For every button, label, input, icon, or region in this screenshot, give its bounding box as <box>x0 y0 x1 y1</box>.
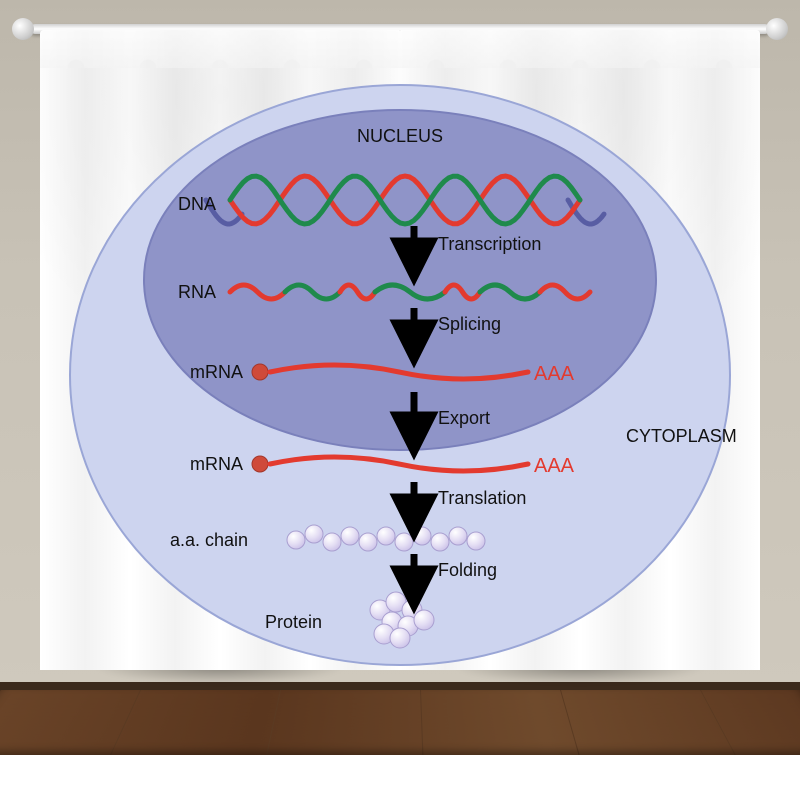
aa-bead <box>359 533 377 551</box>
aa-bead <box>377 527 395 545</box>
label-rna: RNA <box>178 282 216 302</box>
label-dna: DNA <box>178 194 216 214</box>
label-translation: Translation <box>438 488 526 508</box>
label-mrna-cytoplasm: mRNA <box>190 454 243 474</box>
curtain-panel-right: NUCLEUSCYTOPLASMDNARNAmRNAmRNAa.a. chain… <box>400 30 760 670</box>
aa-bead <box>341 527 359 545</box>
aa-bead <box>449 527 467 545</box>
curtain-header <box>400 30 760 68</box>
curtain-header <box>40 30 400 68</box>
curtain-panel-left: NUCLEUSCYTOPLASMDNARNAmRNAmRNAa.a. chain… <box>40 30 400 670</box>
label-nucleus: NUCLEUS <box>357 126 400 146</box>
floor <box>0 690 800 755</box>
rod-finial-right <box>766 18 788 40</box>
label-mrna-nucleus: mRNA <box>190 362 243 382</box>
label-protein: Protein <box>265 612 322 632</box>
label-folding: Folding <box>438 560 497 580</box>
diagram-artwork: NUCLEUSCYTOPLASMDNARNAmRNAmRNAa.a. chain… <box>400 30 760 670</box>
aa-bead <box>400 533 413 551</box>
protein-synthesis-diagram: NUCLEUSCYTOPLASMDNARNAmRNAmRNAa.a. chain… <box>40 30 400 670</box>
aa-bead <box>323 533 341 551</box>
label-transcription: Transcription <box>438 234 541 254</box>
diagram-artwork: NUCLEUSCYTOPLASMDNARNAmRNAmRNAa.a. chain… <box>40 30 400 670</box>
protein-synthesis-diagram: NUCLEUSCYTOPLASMDNARNAmRNAmRNAa.a. chain… <box>400 30 760 670</box>
aa-bead <box>287 531 305 549</box>
rod-finial-left <box>12 18 34 40</box>
aa-bead <box>413 527 431 545</box>
label-aaa-cytoplasm: AAA <box>534 455 575 477</box>
aa-bead <box>431 533 449 551</box>
protein-bead <box>414 610 434 630</box>
mrna-cap <box>252 364 268 380</box>
mrna-cap <box>252 456 268 472</box>
label-aa-chain: a.a. chain <box>170 530 248 550</box>
scene-root: NUCLEUS CYTOPLASM DNA RNA mRNA mRNA a.a. chain… <box>0 0 800 800</box>
label-nucleus: NUCLEUS <box>400 126 443 146</box>
label-aaa-nucleus: AAA <box>534 363 575 385</box>
label-cytoplasm: CYTOPLASM <box>626 426 737 446</box>
aa-bead <box>467 532 485 550</box>
label-export: Export <box>438 408 490 428</box>
aa-bead <box>305 525 323 543</box>
label-splicing: Splicing <box>438 314 501 334</box>
